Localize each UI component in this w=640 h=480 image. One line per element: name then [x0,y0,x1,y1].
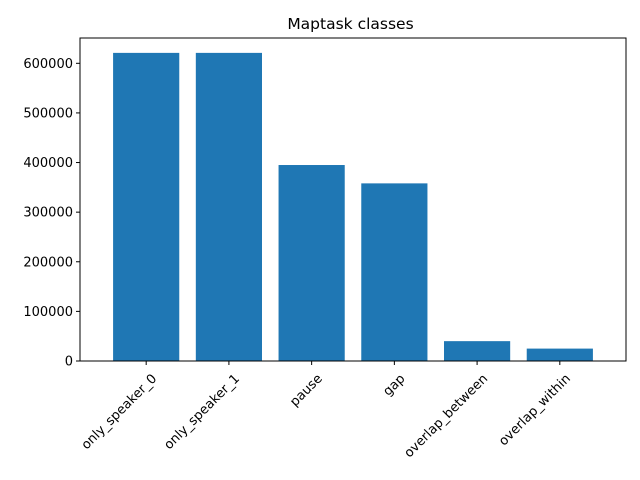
x-axis: only_speaker_0 only_speaker_1 pause gapover… [79,361,574,461]
x-tick-label: overlap_within [496,371,574,449]
bars-group [113,52,593,361]
chart-title: Maptask classes [287,15,413,33]
y-tick-label: 200000 [23,255,73,270]
y-tick-label: 100000 [23,305,73,320]
x-tick-label: pause [287,371,325,409]
y-tick-label: 600000 [23,57,73,72]
y-axis: 0 100000 200000 300000 400000 500000 600000 [23,57,80,370]
y-tick-label: 500000 [23,106,73,121]
y-tick-label: 400000 [23,156,73,171]
y-tick-label: 0 [65,355,73,370]
bar-pause [278,165,345,361]
bar-overlap-between [444,341,511,361]
x-tick-label: only_speaker_1 [162,371,243,452]
x-tick-label: gap [380,371,408,399]
bar-overlap-within [526,348,593,361]
bar-gap [361,183,428,361]
bar-only-speaker-1 [195,52,262,361]
y-tick-label: 300000 [23,206,73,221]
x-tick-label: only_speaker_0 [79,371,160,452]
x-tick-label: overlap_between [402,371,491,460]
bar-only-speaker-0 [113,52,180,361]
plot-frame [79,37,627,362]
